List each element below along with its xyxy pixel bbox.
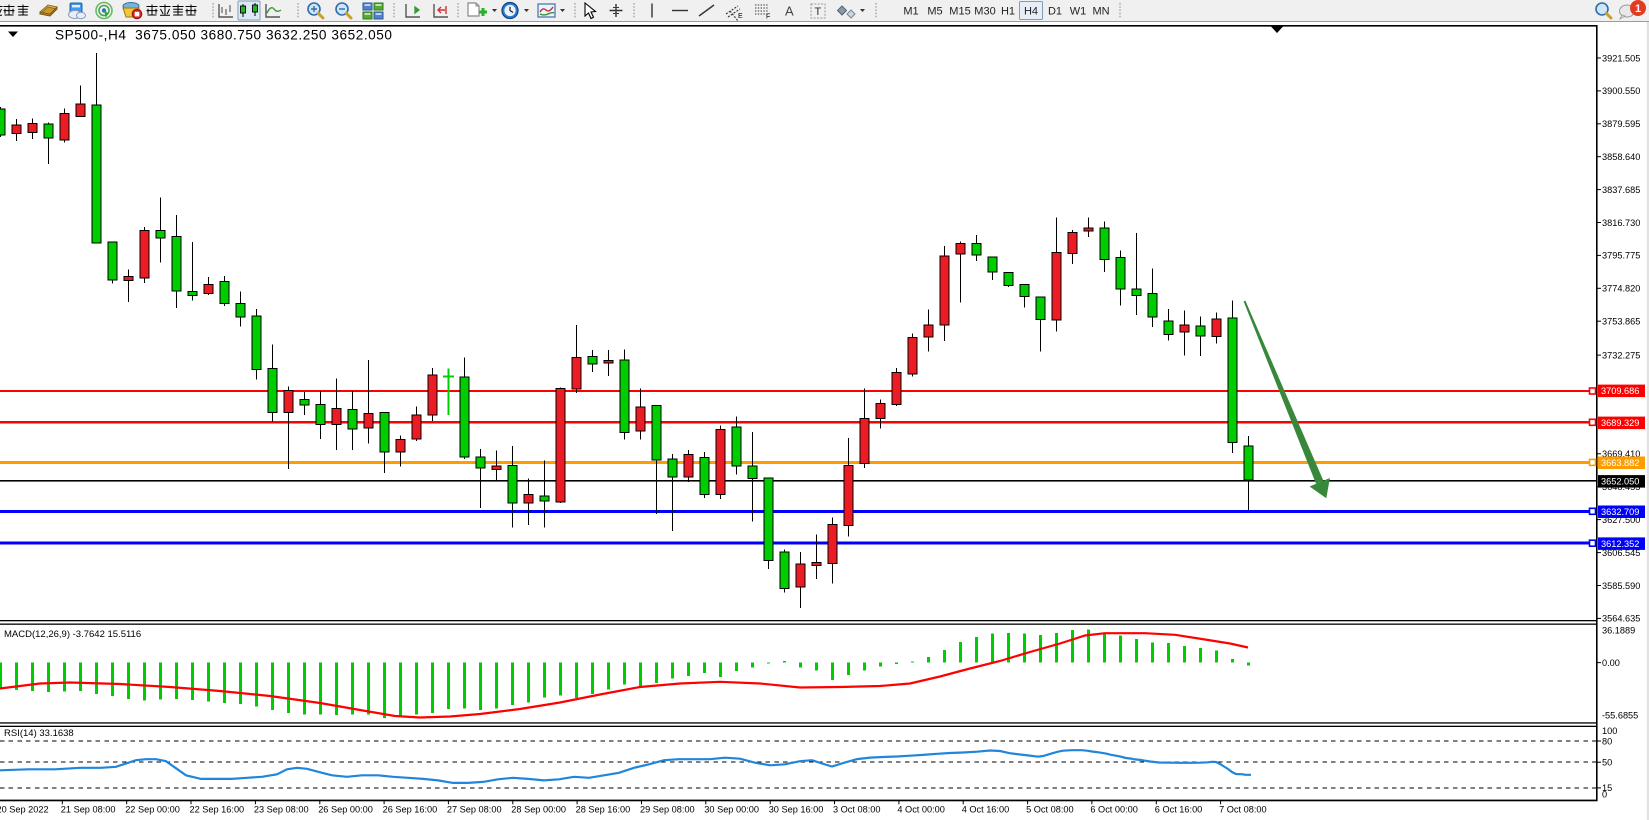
svg-text:27 Sep 08:00: 27 Sep 08:00 bbox=[447, 805, 502, 815]
svg-text:0: 0 bbox=[1602, 790, 1607, 800]
svg-text:50: 50 bbox=[1602, 758, 1612, 768]
svg-text:H1: H1 bbox=[1001, 6, 1015, 18]
svg-text:3900.550: 3900.550 bbox=[1602, 86, 1640, 96]
svg-text:15: 15 bbox=[1602, 783, 1612, 793]
svg-text:5 Oct 08:00: 5 Oct 08:00 bbox=[1026, 805, 1074, 815]
svg-text:0.00: 0.00 bbox=[1602, 658, 1620, 668]
svg-text:3774.820: 3774.820 bbox=[1602, 284, 1640, 294]
svg-text:3564.635: 3564.635 bbox=[1602, 614, 1640, 624]
svg-text:A: A bbox=[785, 4, 794, 19]
svg-text:M30: M30 bbox=[974, 6, 995, 18]
svg-text:3 Oct 08:00: 3 Oct 08:00 bbox=[833, 805, 881, 815]
svg-text:6 Oct 00:00: 6 Oct 00:00 bbox=[1090, 805, 1138, 815]
svg-text:3709.686: 3709.686 bbox=[1601, 386, 1639, 396]
svg-text:SP500-,H4 3675.050 3680.750 3: SP500-,H4 3675.050 3680.750 3632.250 365… bbox=[55, 28, 392, 43]
svg-text:3627.500: 3627.500 bbox=[1602, 515, 1640, 525]
svg-text:M15: M15 bbox=[949, 6, 970, 18]
svg-text:3669.410: 3669.410 bbox=[1602, 449, 1640, 459]
svg-text:28 Sep 16:00: 28 Sep 16:00 bbox=[576, 805, 631, 815]
svg-text:3585.590: 3585.590 bbox=[1602, 581, 1640, 591]
svg-text:4 Oct 00:00: 4 Oct 00:00 bbox=[897, 805, 945, 815]
svg-text:MACD(12,26,9) -3.7642 15.5116: MACD(12,26,9) -3.7642 15.5116 bbox=[4, 629, 141, 640]
svg-text:H4: H4 bbox=[1024, 6, 1038, 18]
svg-text:26 Sep 16:00: 26 Sep 16:00 bbox=[383, 805, 438, 815]
svg-text:80: 80 bbox=[1602, 736, 1612, 746]
svg-text:22 Sep 00:00: 22 Sep 00:00 bbox=[125, 805, 180, 815]
svg-text:3837.685: 3837.685 bbox=[1602, 185, 1640, 195]
svg-text:3879.595: 3879.595 bbox=[1602, 119, 1640, 129]
svg-text:6 Oct 16:00: 6 Oct 16:00 bbox=[1155, 805, 1203, 815]
svg-text:3632.709: 3632.709 bbox=[1601, 507, 1639, 517]
svg-text:29 Sep 08:00: 29 Sep 08:00 bbox=[640, 805, 695, 815]
svg-text:1: 1 bbox=[1635, 3, 1641, 15]
svg-text:E: E bbox=[738, 13, 743, 20]
svg-text:-55.6855: -55.6855 bbox=[1602, 711, 1638, 721]
svg-text:3612.352: 3612.352 bbox=[1601, 539, 1639, 549]
svg-text:36.1889: 36.1889 bbox=[1602, 626, 1635, 636]
svg-text:3606.545: 3606.545 bbox=[1602, 548, 1640, 558]
svg-text:RSI(14) 33.1638: RSI(14) 33.1638 bbox=[4, 728, 74, 739]
svg-text:21 Sep 08:00: 21 Sep 08:00 bbox=[61, 805, 116, 815]
svg-text:D1: D1 bbox=[1048, 6, 1062, 18]
svg-text:M5: M5 bbox=[927, 6, 942, 18]
svg-text:3732.275: 3732.275 bbox=[1602, 350, 1640, 360]
svg-text:20 Sep 2022: 20 Sep 2022 bbox=[0, 805, 49, 815]
svg-text:26 Sep 00:00: 26 Sep 00:00 bbox=[318, 805, 373, 815]
svg-text:W1: W1 bbox=[1070, 6, 1087, 18]
svg-text:23 Sep 08:00: 23 Sep 08:00 bbox=[254, 805, 309, 815]
svg-text:30 Sep 00:00: 30 Sep 00:00 bbox=[704, 805, 759, 815]
svg-text:3858.640: 3858.640 bbox=[1602, 152, 1640, 162]
svg-text:3795.775: 3795.775 bbox=[1602, 251, 1640, 261]
svg-text:100: 100 bbox=[1602, 726, 1617, 736]
svg-text:3652.050: 3652.050 bbox=[1601, 477, 1639, 487]
svg-text:3689.329: 3689.329 bbox=[1601, 418, 1639, 428]
svg-text:M1: M1 bbox=[903, 6, 918, 18]
svg-text:30 Sep 16:00: 30 Sep 16:00 bbox=[769, 805, 824, 815]
svg-text:3921.505: 3921.505 bbox=[1602, 53, 1640, 63]
svg-text:MN: MN bbox=[1092, 6, 1109, 18]
svg-text:22 Sep 16:00: 22 Sep 16:00 bbox=[190, 805, 245, 815]
svg-text:4 Oct 16:00: 4 Oct 16:00 bbox=[962, 805, 1010, 815]
svg-text:3663.882: 3663.882 bbox=[1601, 458, 1639, 468]
svg-text:3753.865: 3753.865 bbox=[1602, 317, 1640, 327]
svg-text:3816.730: 3816.730 bbox=[1602, 218, 1640, 228]
svg-text:28 Sep 00:00: 28 Sep 00:00 bbox=[511, 805, 566, 815]
svg-text:F: F bbox=[766, 14, 770, 21]
svg-text:T: T bbox=[815, 6, 822, 18]
svg-text:7 Oct 08:00: 7 Oct 08:00 bbox=[1219, 805, 1267, 815]
